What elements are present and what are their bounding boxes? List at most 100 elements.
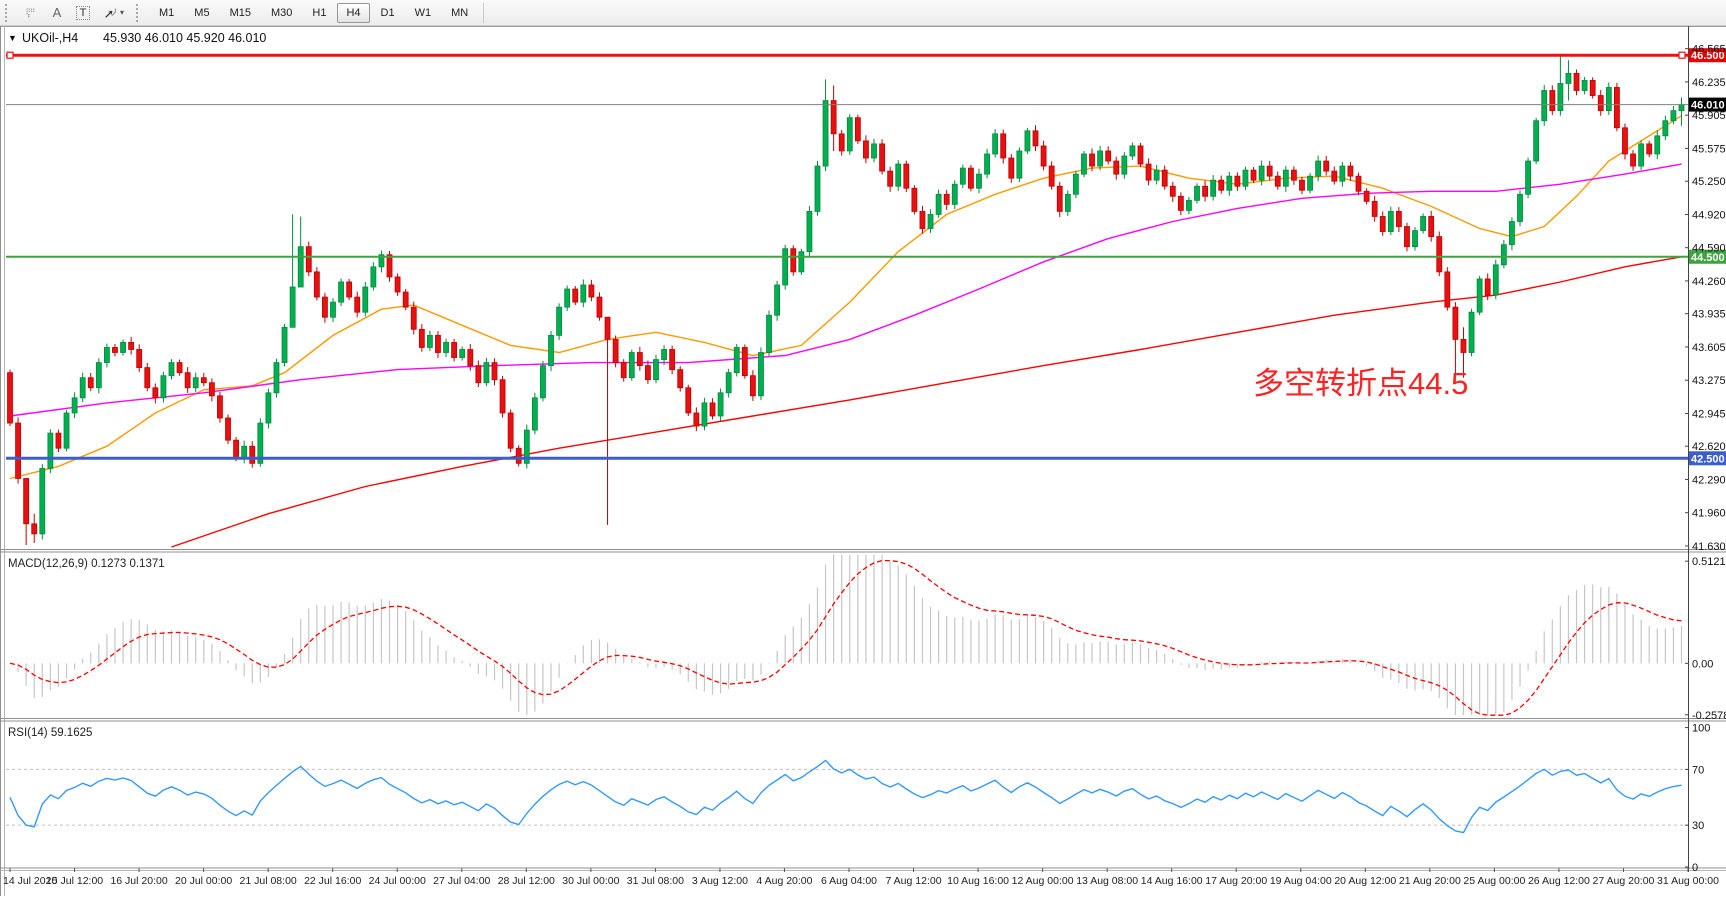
tf-m1-button[interactable]: M1	[150, 3, 183, 23]
tf-m15-button[interactable]: M15	[221, 3, 260, 23]
time-tick-label: 19 Aug 04:00	[1270, 875, 1332, 887]
horizontal-line-objects[interactable]	[6, 51, 1688, 460]
candle-body	[1630, 153, 1636, 167]
candle-body	[128, 342, 135, 350]
candle-body	[362, 286, 369, 313]
candle-body	[1379, 216, 1386, 232]
diagonal-arrows-icon	[105, 8, 116, 18]
candle-body	[1291, 169, 1297, 181]
line-handle[interactable]	[1678, 51, 1686, 59]
candle-body	[23, 478, 30, 525]
candle-body	[1654, 135, 1661, 155]
candle-body	[249, 445, 256, 464]
candle-body	[289, 286, 296, 328]
candle-body	[354, 296, 361, 313]
candle-body	[386, 254, 393, 278]
candle-body	[669, 349, 676, 371]
tf-h4-button[interactable]: H4	[337, 2, 370, 23]
time-tick-label: 20 Aug 12:00	[1334, 875, 1396, 887]
candle-body	[313, 271, 320, 298]
candle-body	[1282, 169, 1289, 187]
price-axis[interactable]: 46.500 46.010 44.500 42.500 46.565 46.235 45.9…	[1685, 26, 1726, 874]
ma-fast-orange	[9, 115, 1682, 480]
moving-averages	[9, 115, 1682, 548]
dotted-grid-icon: F	[26, 8, 35, 18]
time-tick-label: 10 Aug 16:00	[947, 875, 1009, 887]
rsi-panel	[6, 759, 1688, 834]
tf-mn-button[interactable]: MN	[442, 3, 477, 23]
candle-body	[1307, 175, 1313, 191]
candle-body	[1161, 169, 1168, 187]
time-tick-label: 31 Jul 08:00	[627, 875, 684, 887]
candle-body	[935, 193, 942, 215]
text-label-tool-button[interactable]: A	[45, 2, 69, 24]
tf-w1-button[interactable]: W1	[406, 3, 441, 23]
candle-body	[1420, 216, 1427, 231]
time-tick-label: 24 Jul 00:00	[369, 875, 426, 887]
draw-objects-tool-button[interactable]: ▾	[97, 2, 131, 24]
candle-body	[927, 214, 934, 229]
candle-body	[887, 170, 894, 187]
price-tick-label: 44.590	[1692, 243, 1726, 255]
candle-body	[693, 412, 700, 427]
rsi-indicator-label: RSI(14) 59.1625	[8, 727, 92, 739]
candle-body	[233, 439, 239, 459]
candle-body	[281, 326, 288, 363]
price-badge	[1689, 97, 1726, 112]
candle-body	[273, 362, 280, 394]
candle-body	[677, 369, 684, 389]
text-box-tool-button[interactable]: T	[71, 2, 95, 24]
price-tick-label: 45.905	[1692, 110, 1726, 122]
collapse-arrow-icon[interactable]: ▼	[8, 33, 17, 43]
price-tick-label: 43.275	[1692, 375, 1726, 387]
candle-body	[564, 288, 571, 308]
candle-body	[330, 301, 336, 318]
chinese-annotation-text[interactable]: 多空转折点44.5	[1253, 366, 1468, 401]
candle-body	[491, 362, 498, 381]
toolbar-grip[interactable]	[136, 3, 145, 22]
candle-body	[919, 211, 926, 229]
price-tick-label: 42.290	[1692, 474, 1726, 486]
time-tick-label: 28 Jul 12:00	[498, 875, 555, 887]
candle-body	[685, 387, 692, 414]
candle-body	[1670, 110, 1677, 122]
candle-body	[984, 153, 990, 175]
macd-signal-line	[9, 559, 1682, 716]
chart-canvas[interactable]: ▼ UKOil-,H4 45.930 46.010 45.920 46.010 …	[0, 26, 1726, 896]
tf-d1-button[interactable]: D1	[372, 3, 404, 23]
candle-body	[846, 117, 853, 152]
candle-body	[435, 334, 441, 353]
price-tick-label: 44.920	[1692, 209, 1726, 221]
price-tick-label: 41.630	[1692, 541, 1726, 553]
candle-body	[943, 193, 950, 205]
candle-body	[1210, 179, 1217, 197]
line-handle[interactable]	[6, 51, 14, 59]
candle-body	[112, 347, 118, 353]
price-badge	[1689, 48, 1726, 63]
candle-body	[725, 372, 732, 394]
candle-body	[653, 359, 659, 381]
candle-body	[1541, 90, 1548, 122]
time-tick-label: 7 Aug 12:00	[886, 875, 942, 887]
toolbar-grip[interactable]	[5, 3, 14, 22]
rsi-tick-label: 70	[1692, 764, 1704, 776]
macd-indicator-label: MACD(12,26,9) 0.1273 0.1371	[8, 558, 165, 570]
candle-body	[103, 347, 110, 363]
fractals-grid-tool-button[interactable]: F	[19, 2, 43, 24]
tf-m5-button[interactable]: M5	[185, 3, 218, 23]
candle-body	[1145, 163, 1152, 181]
candle-body	[523, 429, 530, 464]
candle-body	[1460, 338, 1467, 353]
candle-body	[1016, 150, 1023, 179]
candle-body	[766, 314, 772, 353]
candle-body	[556, 306, 562, 336]
candle-body	[346, 281, 353, 298]
candle-body	[806, 211, 813, 253]
candle-body	[572, 288, 579, 303]
tf-m30-button[interactable]: M30	[262, 3, 301, 23]
candle-body	[39, 467, 46, 535]
tf-h1-button[interactable]: H1	[303, 3, 335, 23]
time-tick-label: 15 Jul 12:00	[46, 875, 103, 887]
panel-separators[interactable]	[0, 549, 1726, 871]
